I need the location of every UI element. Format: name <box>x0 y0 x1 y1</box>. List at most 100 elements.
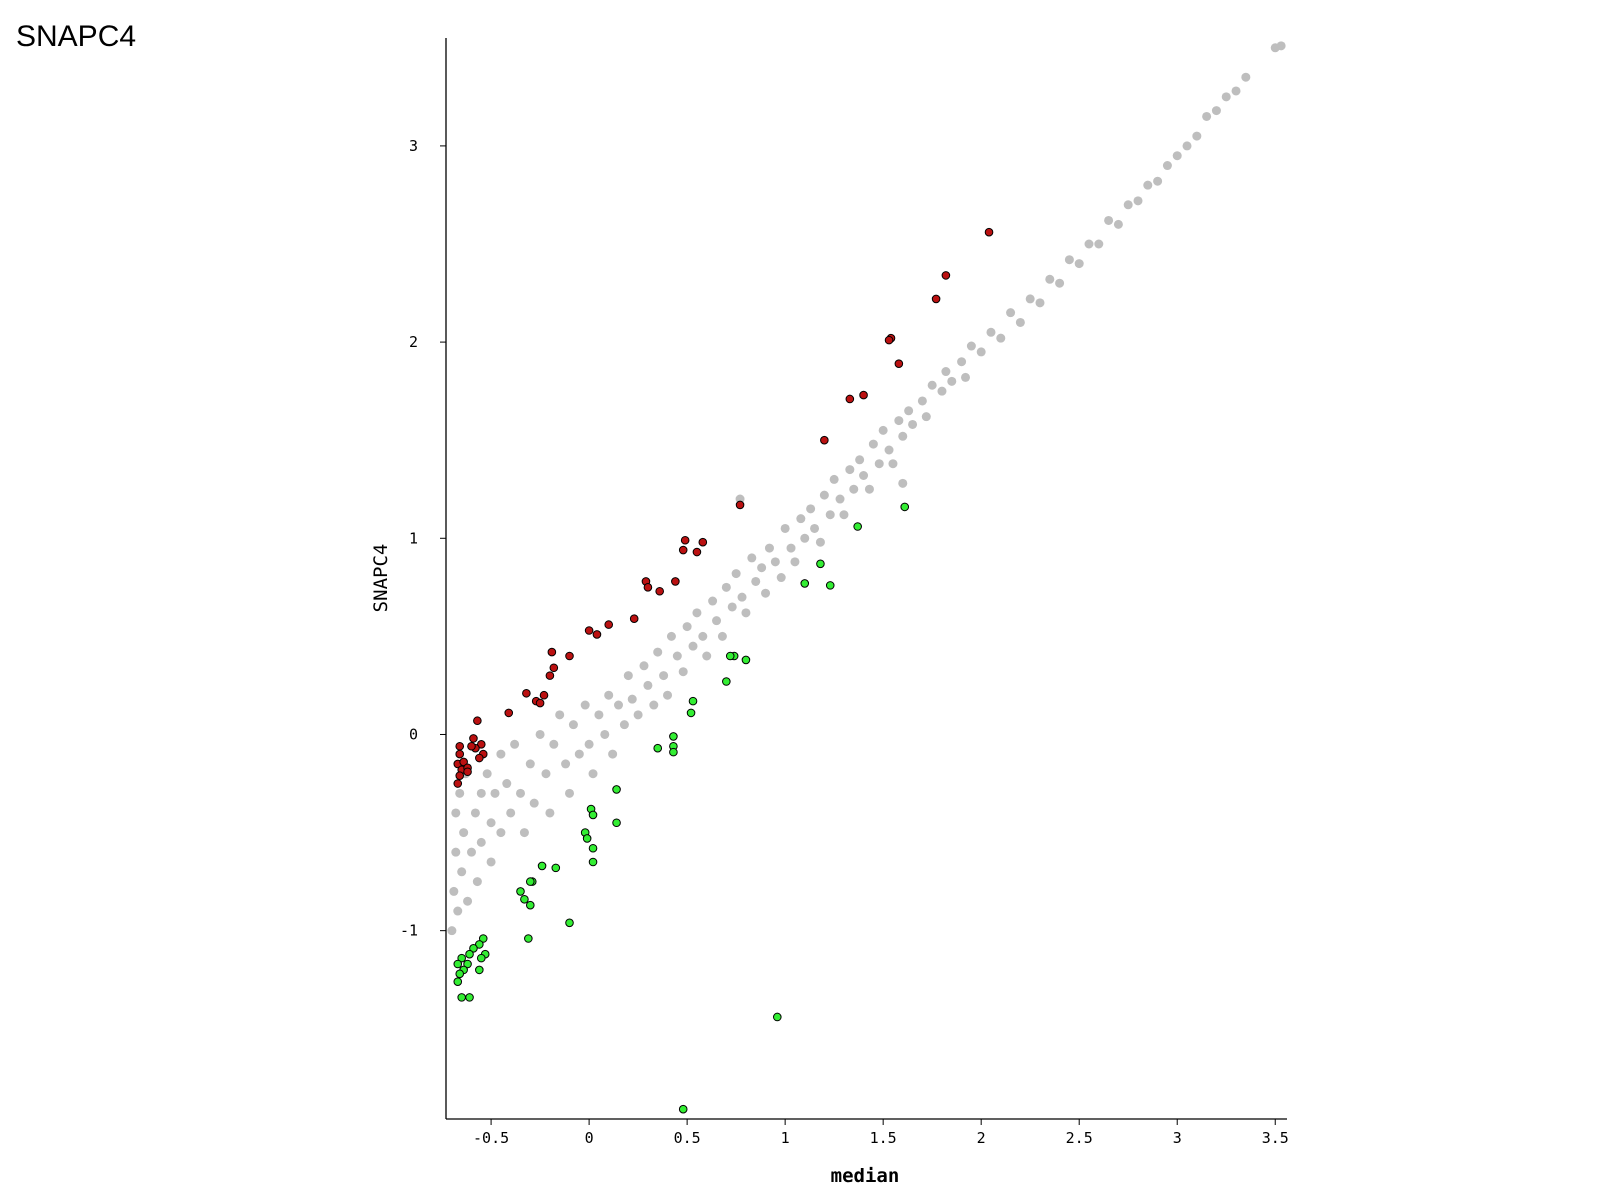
point <box>708 596 718 606</box>
point <box>839 510 849 520</box>
point <box>721 582 731 592</box>
point <box>855 455 865 465</box>
point <box>941 367 951 377</box>
point <box>520 894 529 904</box>
point <box>535 698 545 708</box>
point <box>453 959 463 969</box>
point <box>825 510 835 520</box>
point <box>1094 239 1104 249</box>
point <box>453 977 463 986</box>
point <box>874 459 884 469</box>
point <box>619 720 629 730</box>
point <box>751 576 761 586</box>
point <box>504 708 514 718</box>
point <box>1084 239 1094 249</box>
point <box>1153 176 1163 186</box>
x-tick-label: 2 <box>977 1129 986 1147</box>
point <box>478 934 488 943</box>
point <box>565 651 574 661</box>
point <box>475 965 484 975</box>
point <box>537 861 547 871</box>
y-tick-label: -1 <box>400 922 418 940</box>
point <box>463 896 473 906</box>
x-tick-label: 0.5 <box>674 1129 701 1147</box>
point <box>669 747 678 757</box>
point <box>1074 259 1084 269</box>
point <box>453 779 463 788</box>
point <box>941 271 951 280</box>
point <box>678 667 688 677</box>
point <box>639 661 649 671</box>
point <box>486 818 496 828</box>
point <box>904 406 914 416</box>
x-tick-label: 0 <box>585 1129 594 1147</box>
point <box>966 341 976 351</box>
point <box>868 439 878 449</box>
point <box>588 843 598 853</box>
point <box>884 335 894 345</box>
point <box>1231 86 1241 96</box>
point <box>806 504 816 514</box>
point <box>449 886 459 896</box>
point <box>451 808 461 818</box>
point <box>688 641 698 651</box>
point <box>551 863 561 873</box>
point <box>780 523 790 533</box>
point <box>522 688 531 698</box>
point <box>592 630 602 639</box>
point <box>845 465 855 475</box>
point <box>986 327 996 337</box>
point <box>692 547 702 557</box>
point <box>455 771 465 780</box>
point <box>476 837 486 847</box>
point <box>1133 196 1143 206</box>
point <box>1123 200 1133 210</box>
point <box>525 759 535 769</box>
point <box>1025 294 1035 304</box>
point <box>469 944 478 953</box>
point <box>757 563 767 573</box>
point <box>1221 92 1231 102</box>
point <box>1241 72 1251 82</box>
point <box>516 887 525 896</box>
point <box>549 663 559 673</box>
point <box>666 631 676 641</box>
point <box>588 769 598 779</box>
point <box>678 545 688 555</box>
point <box>475 753 484 763</box>
point <box>796 514 806 524</box>
point <box>643 583 653 592</box>
point <box>996 333 1006 343</box>
point <box>1162 161 1172 171</box>
point <box>467 741 476 751</box>
point <box>698 537 708 547</box>
y-tick-label: 2 <box>409 333 418 351</box>
point <box>820 435 829 445</box>
point <box>1015 317 1025 327</box>
point <box>584 626 594 635</box>
point <box>692 608 702 618</box>
point <box>888 459 898 469</box>
point <box>773 1012 782 1022</box>
point <box>614 700 624 710</box>
point <box>568 720 578 730</box>
point <box>482 769 492 779</box>
point <box>737 592 747 602</box>
point <box>669 732 678 741</box>
point <box>455 741 465 751</box>
point <box>465 949 474 959</box>
point <box>698 631 708 641</box>
point <box>1143 180 1153 190</box>
point <box>672 651 682 661</box>
point <box>588 810 598 820</box>
point <box>627 694 637 704</box>
y-tick-label: 3 <box>409 137 418 155</box>
point <box>898 431 908 441</box>
point <box>447 926 457 936</box>
point <box>859 390 868 400</box>
point <box>476 788 486 798</box>
point <box>702 651 712 661</box>
point <box>1182 141 1192 151</box>
point <box>629 614 639 624</box>
point <box>580 700 590 710</box>
